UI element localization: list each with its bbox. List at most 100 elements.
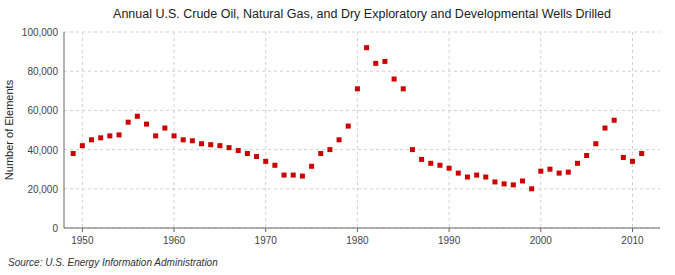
point (217, 143, 222, 148)
point (199, 141, 204, 146)
point (520, 178, 525, 183)
y-axis-line (64, 32, 65, 228)
point (437, 163, 442, 168)
x-tick-label: 1990 (438, 235, 461, 246)
point (89, 137, 94, 142)
grid (64, 32, 660, 228)
x-grid-line (632, 32, 633, 228)
point (612, 118, 617, 123)
point (107, 133, 112, 138)
point (557, 171, 562, 176)
point (401, 86, 406, 91)
x-tick-label: 1960 (163, 235, 186, 246)
point (630, 159, 635, 164)
y-grid-line (64, 110, 660, 111)
point (621, 155, 626, 160)
x-tick (540, 228, 541, 232)
point (153, 133, 158, 138)
y-grid-line (64, 228, 660, 229)
y-grid-line (64, 32, 660, 33)
x-grid-line (357, 32, 358, 228)
point (263, 159, 268, 164)
point (245, 151, 250, 156)
axes: 020,00040,00060,00080,000100,00019501960… (22, 27, 660, 246)
point (318, 151, 323, 156)
point (428, 161, 433, 166)
x-grid-line (449, 32, 450, 228)
point (373, 61, 378, 66)
point (162, 126, 167, 131)
points (71, 45, 644, 191)
point (227, 145, 232, 150)
point (135, 114, 140, 119)
chart: 020,00040,00060,00080,000100,00019501960… (0, 0, 675, 275)
x-tick (174, 228, 175, 232)
y-tick-label: 20,000 (27, 184, 58, 195)
point (593, 141, 598, 146)
title: Annual U.S. Crude Oil, Natural Gas, and … (113, 7, 611, 21)
y-axis-label: Number of Elements (3, 79, 15, 180)
point (144, 122, 149, 127)
point (465, 175, 470, 180)
point (71, 151, 76, 156)
point (575, 161, 580, 166)
point (236, 148, 241, 153)
y-grid-line (64, 149, 660, 150)
point (538, 169, 543, 174)
y-grid-line (64, 71, 660, 72)
x-tick-label: 1950 (71, 235, 94, 246)
point (309, 164, 314, 169)
x-grid-line (540, 32, 541, 228)
point (392, 77, 397, 82)
y-tick-label: 100,000 (22, 27, 59, 38)
point (300, 174, 305, 179)
point (547, 167, 552, 172)
point (447, 166, 452, 171)
x-tick (82, 228, 83, 232)
point (327, 147, 332, 152)
point (190, 138, 195, 143)
point (282, 173, 287, 178)
x-tick-label: 2010 (621, 235, 644, 246)
point (355, 86, 360, 91)
point (529, 186, 534, 191)
x-tick (357, 228, 358, 232)
x-tick (632, 228, 633, 232)
y-tick-label: 0 (52, 223, 58, 234)
x-tick (265, 228, 266, 232)
x-tick-label: 2000 (530, 235, 553, 246)
x-grid-line (174, 32, 175, 228)
point (181, 137, 186, 142)
point (126, 120, 131, 125)
point (474, 173, 479, 178)
y-tick-label: 40,000 (27, 145, 58, 156)
point (410, 147, 415, 152)
point (272, 163, 277, 168)
source: Source: U.S. Energy Information Administ… (8, 257, 218, 268)
point (511, 182, 516, 187)
point (502, 181, 507, 186)
point (337, 137, 342, 142)
point (172, 133, 177, 138)
point (80, 143, 85, 148)
point (639, 151, 644, 156)
x-grid-line (265, 32, 266, 228)
x-axis-line (64, 228, 660, 229)
point (566, 170, 571, 175)
y-grid-line (64, 188, 660, 189)
point (602, 126, 607, 131)
y-tick-label: 60,000 (27, 105, 58, 116)
point (456, 171, 461, 176)
x-grid-line (82, 32, 83, 228)
point (254, 154, 259, 159)
point (382, 59, 387, 64)
point (291, 173, 296, 178)
point (483, 175, 488, 180)
point (98, 135, 103, 140)
point (117, 132, 122, 137)
point (492, 179, 497, 184)
point (419, 157, 424, 162)
point (584, 153, 589, 158)
point (346, 124, 351, 129)
point (208, 142, 213, 147)
